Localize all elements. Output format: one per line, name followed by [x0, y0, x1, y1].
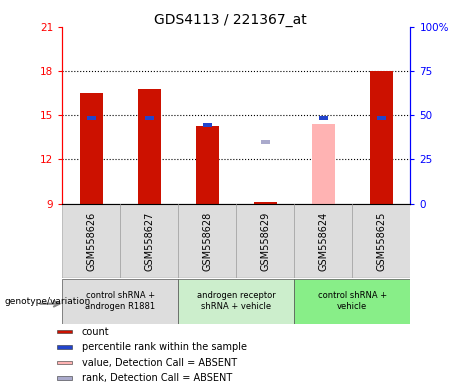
- Bar: [261, 140, 270, 144]
- Bar: [294, 204, 352, 278]
- Bar: [62, 279, 178, 324]
- Text: control shRNA +
androgen R1881: control shRNA + androgen R1881: [85, 291, 155, 311]
- Bar: [203, 123, 212, 127]
- Bar: [57, 330, 72, 333]
- Bar: [254, 202, 277, 204]
- Text: value, Detection Call = ABSENT: value, Detection Call = ABSENT: [82, 358, 237, 367]
- Bar: [352, 204, 410, 278]
- Text: control shRNA +
vehicle: control shRNA + vehicle: [318, 291, 387, 311]
- Text: percentile rank within the sample: percentile rank within the sample: [82, 342, 247, 352]
- Bar: [178, 279, 294, 324]
- Bar: [319, 116, 328, 120]
- Text: GSM558625: GSM558625: [376, 211, 386, 271]
- Bar: [57, 361, 72, 364]
- Bar: [80, 93, 103, 204]
- Bar: [138, 89, 161, 204]
- Bar: [57, 376, 72, 380]
- Text: androgen receptor
shRNA + vehicle: androgen receptor shRNA + vehicle: [197, 291, 276, 311]
- Text: genotype/variation: genotype/variation: [5, 297, 91, 306]
- Bar: [370, 71, 393, 204]
- Text: GSM558627: GSM558627: [144, 211, 154, 271]
- Bar: [195, 126, 219, 204]
- Text: GSM558626: GSM558626: [86, 211, 96, 271]
- Bar: [145, 116, 154, 120]
- Bar: [120, 204, 178, 278]
- Bar: [57, 346, 72, 349]
- Text: GSM558628: GSM558628: [202, 211, 212, 271]
- Bar: [294, 279, 410, 324]
- Text: GSM558624: GSM558624: [318, 211, 328, 271]
- Bar: [236, 204, 294, 278]
- Text: rank, Detection Call = ABSENT: rank, Detection Call = ABSENT: [82, 373, 232, 383]
- Text: GDS4113 / 221367_at: GDS4113 / 221367_at: [154, 13, 307, 27]
- Text: count: count: [82, 327, 109, 337]
- Bar: [62, 204, 120, 278]
- Bar: [178, 204, 236, 278]
- Bar: [312, 124, 335, 204]
- Text: GSM558629: GSM558629: [260, 211, 270, 271]
- Bar: [312, 202, 335, 204]
- Bar: [377, 116, 386, 120]
- Bar: [87, 116, 95, 120]
